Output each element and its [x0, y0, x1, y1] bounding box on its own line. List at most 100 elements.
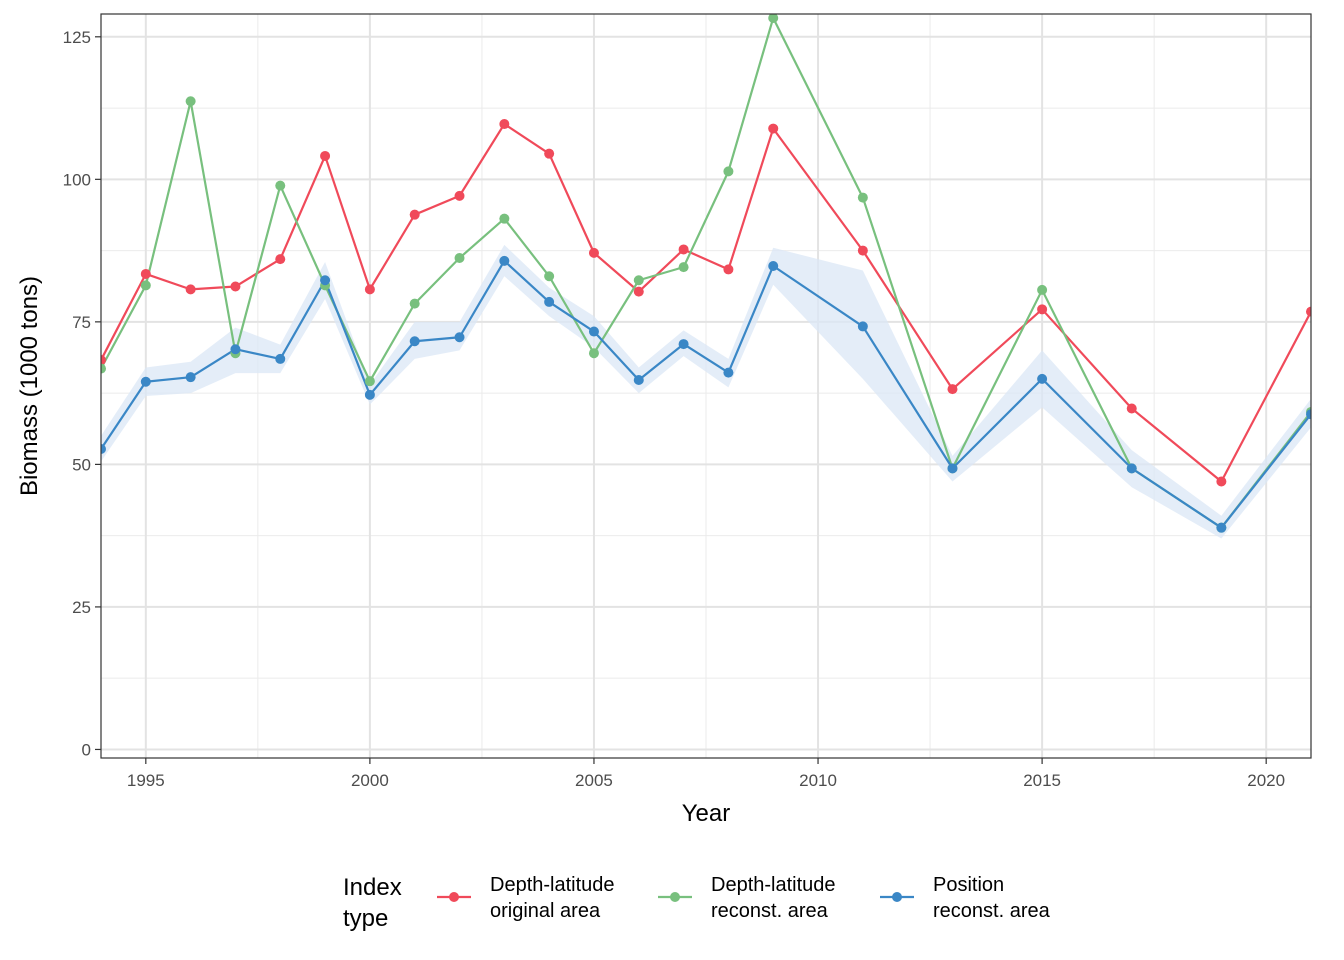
y-tick-label: 75: [72, 313, 91, 332]
legend-keys: [437, 892, 914, 902]
series-1-point: [1037, 284, 1048, 295]
x-tick-label: 2005: [575, 771, 613, 790]
series-0-point: [275, 254, 286, 265]
series-2-point: [230, 344, 241, 355]
series-1-point: [140, 280, 151, 291]
series-1-point: [857, 192, 868, 203]
series-1-line: [101, 16, 1311, 529]
confidence-bands: [101, 244, 1311, 539]
series-0-point: [1216, 476, 1227, 487]
series-1-point: [723, 166, 734, 177]
series-1-point: [768, 14, 779, 23]
series-2-point: [1126, 463, 1137, 474]
series-2-confidence-band: [101, 244, 1311, 539]
y-axis-tick-labels: 0 25 50 75 100 125: [63, 28, 91, 760]
legend-label-0-line-2: original area: [490, 900, 601, 922]
series-1-point: [275, 180, 286, 191]
x-tick-label: 2010: [799, 771, 837, 790]
series-0-point: [678, 244, 689, 255]
series-2-point: [1306, 409, 1311, 420]
legend-title-line-1: Index: [343, 874, 402, 901]
y-axis-title: Biomass (1000 tons): [16, 276, 43, 496]
series-0-point: [723, 264, 734, 275]
series-1-point: [499, 213, 510, 224]
x-tick-label: 2020: [1247, 771, 1285, 790]
series-0-point: [101, 355, 106, 366]
legend-label-2-line-2: reconst. area: [933, 900, 1051, 922]
plot-panel-border: [100, 13, 1312, 759]
series-2-point: [140, 376, 151, 387]
axis-ticks: [95, 36, 1267, 764]
series-0-point: [185, 284, 196, 295]
series-2-point: [1037, 373, 1048, 384]
series-0-point: [947, 384, 958, 395]
series-2-point: [364, 389, 375, 400]
series-2-point: [947, 463, 958, 474]
legend-key-0-point: [449, 892, 459, 902]
series-2-point: [101, 443, 106, 454]
series-0-point: [768, 123, 779, 134]
y-tick-label: 50: [72, 455, 91, 474]
legend-key-2-point: [892, 892, 902, 902]
legend-label-0-line-1: Depth-latitude: [490, 874, 615, 896]
series-0-point: [230, 281, 241, 292]
series-1-point: [409, 298, 420, 309]
series-2-point: [409, 336, 420, 347]
series-0-point: [544, 148, 555, 159]
series-2-point: [499, 255, 510, 266]
y-tick-label: 0: [82, 740, 91, 759]
series-lines: [101, 16, 1311, 529]
series-2-point: [857, 321, 868, 332]
x-tick-label: 2015: [1023, 771, 1061, 790]
minor-gridlines: [101, 14, 1311, 758]
series-2-point: [768, 260, 779, 271]
series-0-point: [1306, 306, 1311, 317]
series-1-point: [364, 376, 375, 387]
legend-label-2-line-1: Position: [933, 874, 1004, 896]
y-tick-label: 100: [63, 170, 91, 189]
series-1-point: [633, 275, 644, 286]
x-tick-label: 2000: [351, 771, 389, 790]
legend-label-1-line-1: Depth-latitude: [711, 874, 836, 896]
series-1-point: [454, 253, 465, 264]
series-0-point: [140, 268, 151, 279]
y-tick-label: 125: [63, 28, 91, 47]
series-2-point: [185, 372, 196, 383]
series-2-point: [454, 332, 465, 343]
series-0-point: [1126, 403, 1137, 414]
series-0-point: [1037, 304, 1048, 315]
series-2-line: [101, 259, 1311, 529]
series-0-point: [633, 286, 644, 297]
series-0-point: [364, 284, 375, 295]
legend-label-1-line-2: reconst. area: [711, 900, 829, 922]
series-points: [101, 14, 1311, 533]
series-2-point: [1216, 522, 1227, 533]
series-2-point: [275, 353, 286, 364]
series-0-point: [454, 190, 465, 201]
series-1-point: [101, 363, 106, 374]
series-1-point: [678, 262, 689, 273]
x-tick-label: 1995: [127, 771, 165, 790]
series-0-point: [409, 209, 420, 220]
y-tick-label: 25: [72, 598, 91, 617]
series-2-point: [678, 339, 689, 350]
series-2-point: [320, 275, 331, 286]
series-2-point: [588, 326, 599, 337]
series-1-point: [185, 96, 196, 107]
series-1-point: [588, 348, 599, 359]
series-2-point: [544, 296, 555, 307]
series-0-point: [588, 247, 599, 258]
legend: Index type Depth-latitude original area …: [343, 874, 1051, 932]
series-2-point: [723, 367, 734, 378]
x-axis-title: Year: [682, 800, 731, 827]
legend-key-1-point: [670, 892, 680, 902]
series-1-point: [544, 271, 555, 282]
x-axis-tick-labels: 1995 2000 2005 2010 2015 2020: [127, 771, 1285, 790]
major-gridlines: [101, 14, 1311, 758]
series-0-point: [499, 119, 510, 130]
series-0-point: [320, 150, 331, 161]
series-2-point: [633, 375, 644, 386]
legend-title-line-2: type: [343, 905, 388, 932]
series-0-point: [857, 245, 868, 256]
